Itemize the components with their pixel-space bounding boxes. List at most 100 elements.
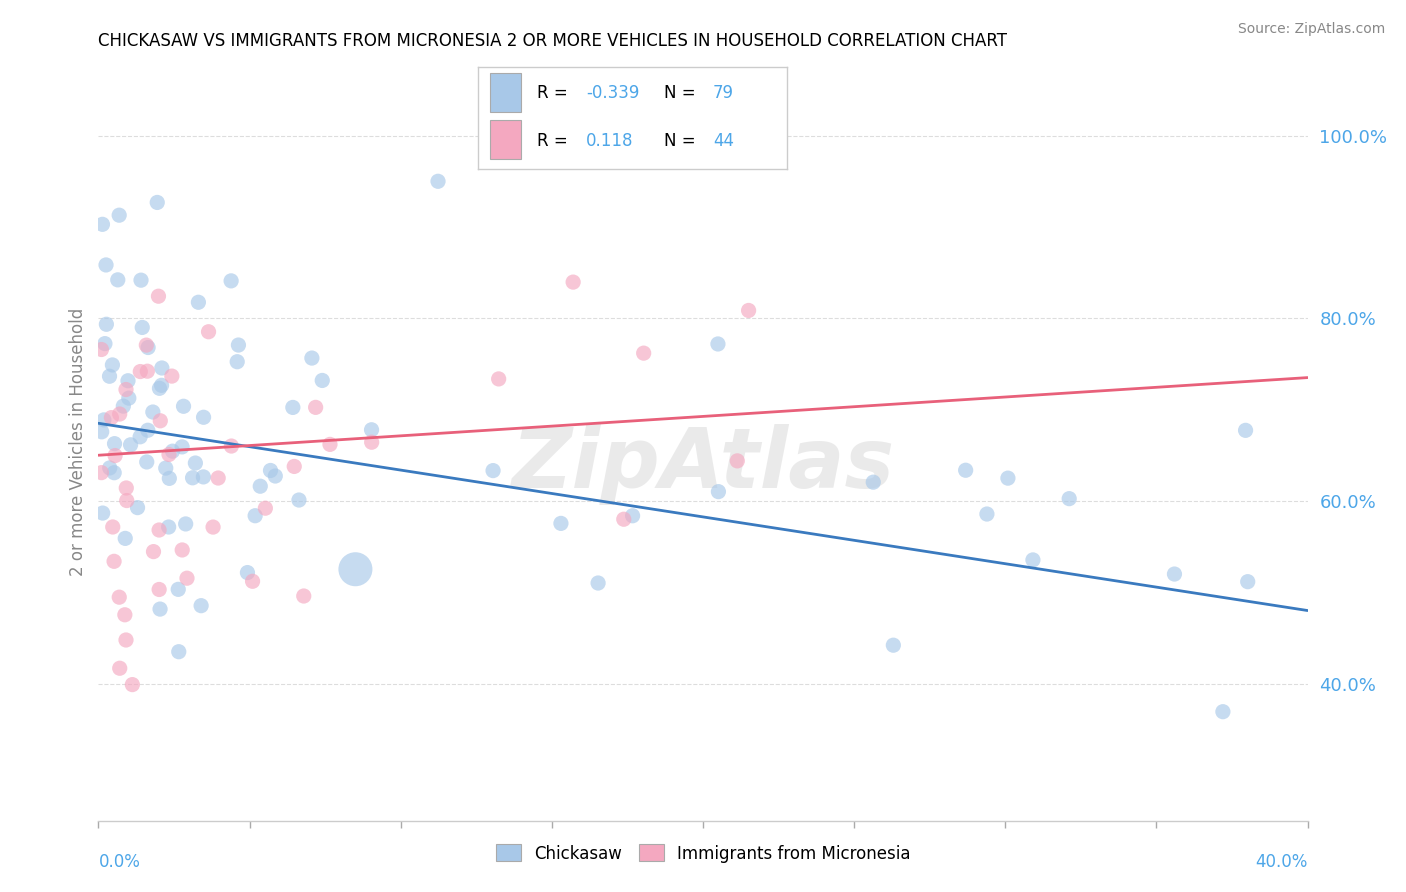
- Point: [129, 273, 152, 287]
- Point: [1057, 491, 1080, 506]
- Point: [955, 463, 977, 477]
- Point: [98, 369, 121, 384]
- Point: [100, 410, 122, 425]
- Point: [176, 571, 198, 585]
- Point: [228, 338, 250, 352]
- Point: [586, 576, 609, 591]
- Point: [101, 520, 124, 534]
- Text: R =: R =: [537, 84, 572, 102]
- Point: [562, 275, 585, 289]
- Point: [190, 599, 212, 613]
- Point: [136, 364, 159, 378]
- Text: 0.118: 0.118: [586, 132, 634, 150]
- Point: [482, 464, 505, 478]
- Point: [264, 469, 287, 483]
- Point: [725, 454, 748, 468]
- Point: [301, 351, 323, 365]
- Point: [997, 471, 1019, 485]
- Point: [114, 532, 136, 546]
- Text: ZipAtlas: ZipAtlas: [512, 424, 894, 505]
- Point: [112, 399, 135, 413]
- Point: [162, 444, 184, 458]
- Point: [129, 430, 152, 444]
- Point: [115, 383, 138, 397]
- Point: [101, 358, 124, 372]
- Point: [160, 369, 183, 384]
- Point: [550, 516, 572, 531]
- Point: [94, 258, 117, 272]
- Point: [90, 343, 112, 357]
- Point: [1236, 574, 1258, 589]
- Point: [707, 337, 730, 351]
- Point: [311, 374, 333, 388]
- Point: [707, 484, 730, 499]
- Point: [157, 448, 180, 462]
- Point: [148, 289, 170, 303]
- Point: [149, 414, 172, 428]
- Point: [181, 471, 204, 485]
- Point: [104, 449, 127, 463]
- Point: [283, 459, 305, 474]
- Point: [103, 466, 125, 480]
- Point: [172, 543, 194, 558]
- Point: [633, 346, 655, 360]
- Point: [136, 341, 159, 355]
- Text: -0.339: -0.339: [586, 84, 640, 102]
- Text: CHICKASAW VS IMMIGRANTS FROM MICRONESIA 2 OR MORE VEHICLES IN HOUSEHOLD CORRELAT: CHICKASAW VS IMMIGRANTS FROM MICRONESIA …: [98, 32, 1008, 50]
- Text: N =: N =: [664, 84, 700, 102]
- Point: [103, 436, 125, 450]
- Point: [737, 303, 759, 318]
- Point: [107, 273, 129, 287]
- Point: [148, 582, 170, 597]
- Point: [207, 471, 229, 485]
- Text: N =: N =: [664, 132, 700, 150]
- Text: 79: 79: [713, 84, 734, 102]
- Bar: [491, 73, 522, 112]
- Point: [136, 423, 159, 437]
- Point: [118, 391, 141, 405]
- Point: [91, 506, 114, 520]
- Point: [613, 512, 636, 526]
- Point: [236, 566, 259, 580]
- Point: [157, 471, 180, 485]
- Point: [304, 401, 326, 415]
- Point: [93, 413, 115, 427]
- Point: [148, 381, 170, 395]
- Point: [149, 602, 172, 616]
- Point: [360, 435, 382, 450]
- Point: [193, 410, 215, 425]
- Point: [621, 508, 644, 523]
- Point: [129, 365, 152, 379]
- Point: [167, 645, 190, 659]
- Point: [115, 493, 138, 508]
- Point: [142, 405, 165, 419]
- Point: [226, 355, 249, 369]
- Point: [288, 493, 311, 508]
- Point: [281, 401, 304, 415]
- Point: [90, 425, 112, 439]
- Point: [115, 481, 138, 495]
- Point: [148, 523, 170, 537]
- Point: [115, 632, 138, 647]
- Point: [1212, 705, 1234, 719]
- Text: 40.0%: 40.0%: [1256, 853, 1308, 871]
- Point: [108, 590, 131, 604]
- Legend: Chickasaw, Immigrants from Micronesia: Chickasaw, Immigrants from Micronesia: [489, 838, 917, 869]
- Point: [242, 574, 264, 589]
- Point: [90, 466, 112, 480]
- Bar: [491, 120, 522, 159]
- Point: [1234, 423, 1257, 437]
- Point: [197, 325, 219, 339]
- Point: [488, 372, 510, 386]
- Point: [91, 217, 114, 231]
- Point: [150, 361, 173, 376]
- Y-axis label: 2 or more Vehicles in Household: 2 or more Vehicles in Household: [69, 308, 87, 575]
- Point: [259, 463, 281, 477]
- Text: R =: R =: [537, 132, 572, 150]
- Point: [120, 438, 142, 452]
- Point: [142, 544, 165, 558]
- Point: [114, 607, 136, 622]
- Point: [221, 439, 243, 453]
- Point: [1022, 553, 1045, 567]
- Point: [150, 378, 173, 392]
